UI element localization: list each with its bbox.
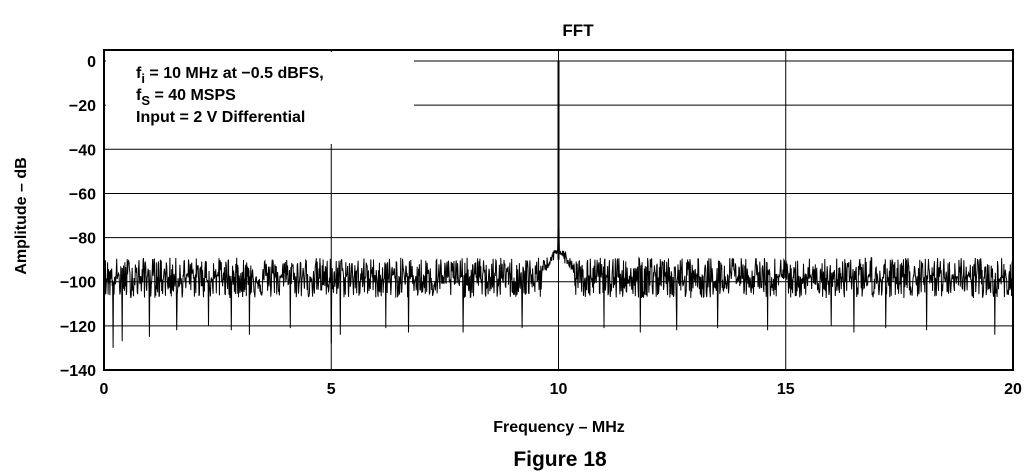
x-tick-label: 20 bbox=[1004, 381, 1022, 398]
annotation-rest: = 10 MHz at −0.5 dBFS, bbox=[145, 65, 324, 82]
plot-frame bbox=[103, 49, 1014, 371]
y-axis-label: Amplitude – dB bbox=[13, 157, 30, 274]
annotation-background bbox=[106, 52, 414, 144]
x-tick-label: 10 bbox=[550, 381, 568, 398]
annotation-main: f bbox=[136, 87, 142, 104]
plot-area bbox=[103, 49, 1014, 371]
annotation-line: fi = 10 MHz at −0.5 dBFS, bbox=[136, 65, 324, 86]
chart-title: FFT bbox=[562, 21, 594, 40]
annotation-main: Input = 2 V Differential bbox=[136, 109, 305, 126]
annotation-line: fS = 40 MSPS bbox=[136, 87, 236, 108]
annotation-subscript: S bbox=[141, 93, 150, 108]
y-tick-label: −140 bbox=[60, 363, 96, 380]
y-tick-label: −20 bbox=[69, 98, 96, 115]
annotation-rest: = 40 MSPS bbox=[150, 87, 236, 104]
y-tick-label: −120 bbox=[60, 319, 96, 336]
x-tick-label: 0 bbox=[100, 381, 109, 398]
annotation-subscript: i bbox=[141, 71, 145, 86]
x-axis-label: Frequency – MHz bbox=[493, 419, 625, 436]
y-tick-label: −40 bbox=[69, 142, 96, 159]
figure-caption: Figure 18 bbox=[513, 448, 607, 471]
y-tick-label: −60 bbox=[69, 186, 96, 203]
y-tick-label: −100 bbox=[60, 275, 96, 292]
annotation-box: fi = 10 MHz at −0.5 dBFS,fS = 40 MSPSInp… bbox=[106, 52, 414, 144]
spectrum-trace bbox=[103, 60, 1014, 348]
annotation-main: f bbox=[136, 65, 142, 82]
y-tick-label: −80 bbox=[69, 231, 96, 248]
x-tick-label: 15 bbox=[777, 381, 795, 398]
x-tick-label: 5 bbox=[327, 381, 336, 398]
annotation-line: Input = 2 V Differential bbox=[136, 109, 305, 126]
y-tick-label: 0 bbox=[87, 54, 96, 71]
